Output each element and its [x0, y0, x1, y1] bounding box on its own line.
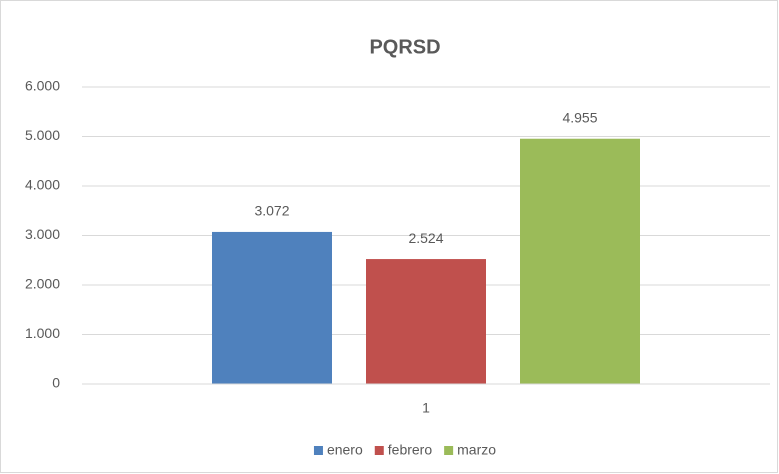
- legend-swatch: [313, 446, 323, 455]
- data-label: 4.955: [562, 109, 597, 125]
- legend-swatch: [444, 446, 454, 455]
- legend-label: marzo: [457, 442, 496, 458]
- y-tick-label: 4.000: [25, 177, 60, 193]
- data-label: 3.072: [254, 203, 289, 219]
- y-tick-label: 3.000: [25, 226, 60, 242]
- bar: [366, 259, 486, 384]
- bar: [212, 231, 332, 384]
- y-tick-label: 2.000: [25, 276, 60, 292]
- y-tick-label: 5.000: [25, 127, 60, 143]
- x-tick-label: 1: [422, 400, 430, 416]
- chart-title: PQRSD: [369, 36, 440, 58]
- y-tick-label: 1.000: [25, 325, 60, 341]
- y-tick-label: 6.000: [25, 78, 60, 94]
- legend-label: febrero: [388, 442, 433, 458]
- legend-label: enero: [327, 442, 363, 458]
- legend-swatch: [374, 446, 384, 455]
- y-tick-label: 0: [52, 375, 60, 391]
- bar: [520, 138, 640, 384]
- data-label: 2.524: [408, 230, 443, 246]
